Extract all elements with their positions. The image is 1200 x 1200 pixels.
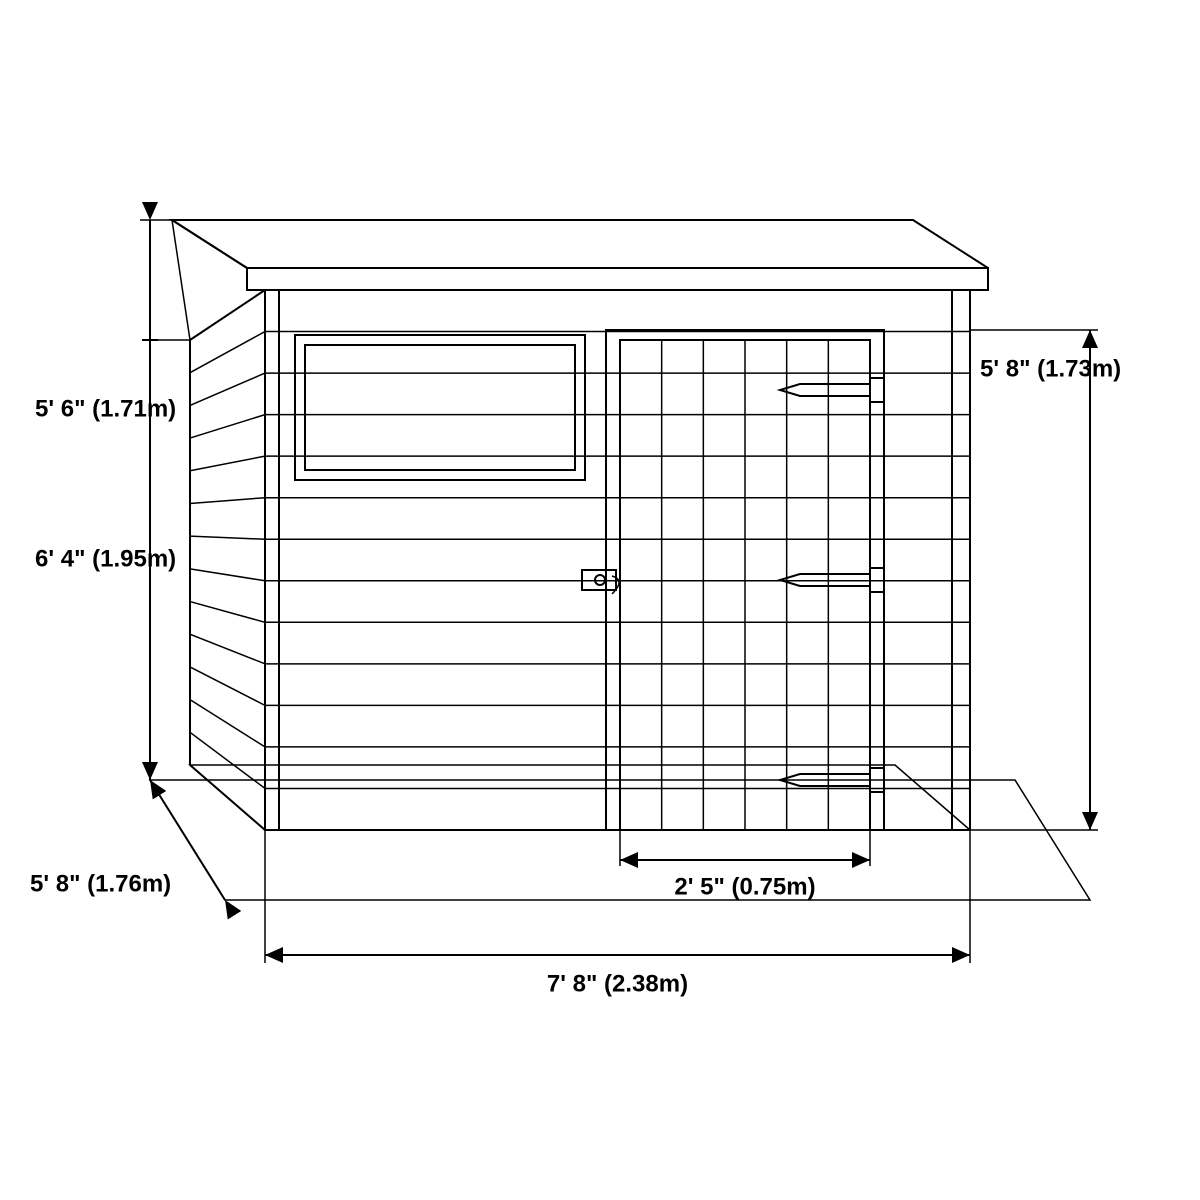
dim-door-width: 2' 5" (0.75m) xyxy=(674,873,815,900)
dim-door-height: 5' 8" (1.73m) xyxy=(980,355,1121,382)
window xyxy=(295,335,585,480)
front-wall xyxy=(265,290,970,830)
dim-ridge-height: 6' 4" (1.95m) xyxy=(35,545,176,572)
dim-depth: 5' 8" (1.76m) xyxy=(30,870,171,897)
dim-width: 7' 8" (2.38m) xyxy=(547,970,688,997)
door-latch xyxy=(582,570,616,590)
roof-top xyxy=(172,220,988,268)
roof-fascia xyxy=(247,268,988,290)
dim-eaves-height: 5' 6" (1.71m) xyxy=(35,395,176,422)
